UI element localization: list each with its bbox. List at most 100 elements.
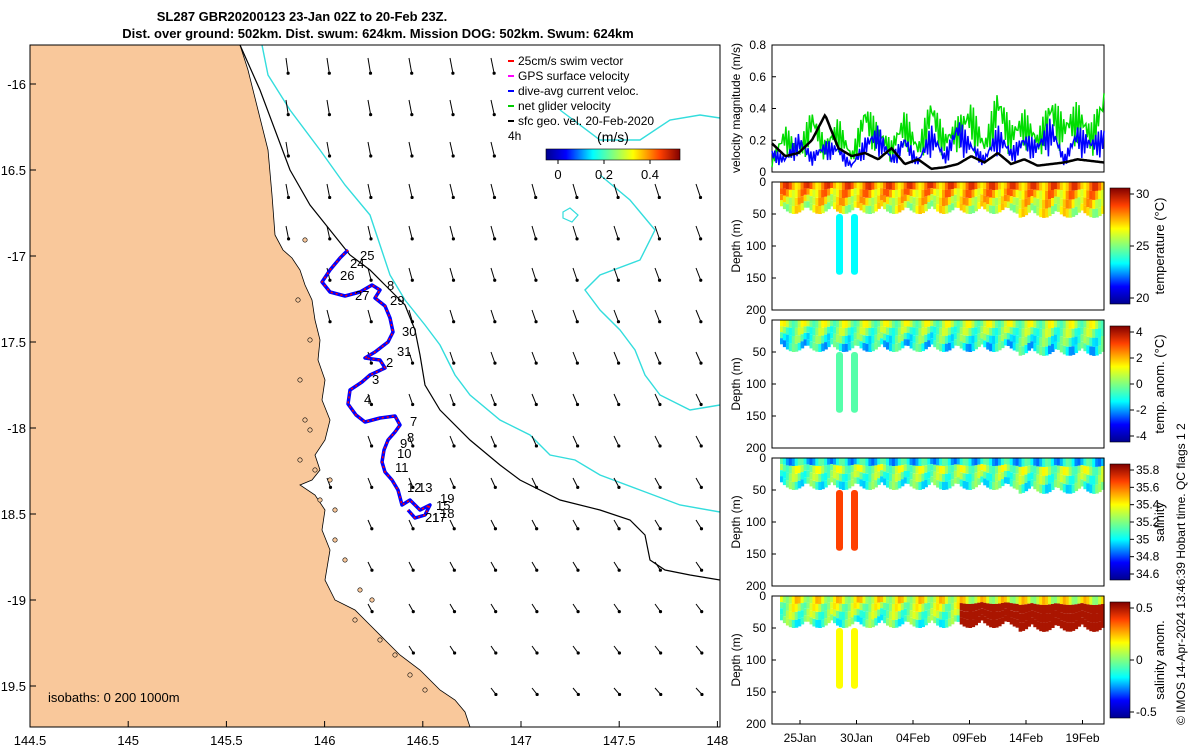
heatmap-cell bbox=[833, 609, 837, 617]
heatmap-cell bbox=[894, 182, 899, 190]
colorbar-tick-label: 34.6 bbox=[1136, 567, 1160, 581]
heatmap-cell bbox=[965, 465, 970, 474]
heatmap-cell bbox=[942, 474, 946, 482]
heatmap-cell bbox=[983, 458, 987, 465]
heatmap-cell bbox=[1053, 480, 1058, 488]
geo-arrow bbox=[572, 351, 578, 364]
heatmap-cell bbox=[841, 596, 846, 604]
colorbar-tick-label: 30 bbox=[1136, 187, 1150, 201]
vel-ytick-label: 0.8 bbox=[749, 38, 766, 52]
heatmap-cell bbox=[1086, 604, 1090, 613]
geo-arrow bbox=[654, 519, 661, 530]
heatmap-cell bbox=[930, 458, 934, 465]
heatmap-cell bbox=[900, 189, 905, 197]
heatmap-cell bbox=[980, 602, 984, 609]
heatmap-cell bbox=[836, 480, 840, 488]
heatmap-cell bbox=[924, 189, 928, 197]
lat-tick-label: 17.5 bbox=[1, 335, 26, 350]
heatmap-cell bbox=[1071, 182, 1076, 191]
day-label: 7 bbox=[410, 414, 417, 429]
heatmap-cell bbox=[909, 327, 914, 335]
island bbox=[297, 457, 303, 463]
heatmap-cell bbox=[780, 326, 784, 333]
heatmap-cell bbox=[977, 202, 981, 209]
heatmap-cell bbox=[883, 616, 887, 624]
heatmap-cell bbox=[903, 602, 908, 609]
colorbar-tick-label: 0 bbox=[554, 167, 561, 182]
heatmap-cell bbox=[1080, 617, 1084, 625]
heatmap-cell bbox=[897, 611, 902, 619]
heatmap-cell bbox=[915, 465, 920, 474]
heatmap-cell bbox=[818, 206, 822, 214]
heatmap-cell bbox=[918, 620, 922, 628]
day-label: 29 bbox=[390, 293, 404, 308]
heatmap-cell bbox=[824, 196, 828, 205]
heatmap-cell bbox=[1059, 458, 1064, 467]
heatmap-cell bbox=[780, 470, 784, 477]
heatmap-cell bbox=[886, 189, 890, 197]
heatmap-cell bbox=[903, 458, 908, 465]
island bbox=[327, 477, 333, 483]
heatmap-cell bbox=[921, 473, 925, 482]
heatmap-cell bbox=[806, 596, 811, 603]
geo-arrow-head bbox=[452, 320, 456, 324]
heatmap-cell bbox=[956, 201, 961, 208]
heatmap-cell bbox=[850, 596, 855, 604]
geo-arrow bbox=[408, 57, 413, 74]
heatmap-cell bbox=[803, 320, 808, 327]
heatmap-cell bbox=[815, 327, 819, 336]
heatmap-cell bbox=[827, 333, 831, 341]
heatmap-cell bbox=[956, 471, 961, 478]
heatmap-cell bbox=[930, 596, 934, 603]
heatmap-cell bbox=[868, 466, 872, 474]
geo-arrow-head bbox=[493, 320, 497, 324]
heatmap-cell bbox=[1086, 190, 1090, 199]
heatmap-cell bbox=[968, 198, 973, 206]
heatmap-cell bbox=[838, 343, 843, 352]
heatmap-cell bbox=[1033, 619, 1037, 628]
heatmap-cell bbox=[844, 481, 849, 490]
heatmap-cell bbox=[838, 603, 843, 612]
heatmap-cell bbox=[788, 611, 793, 620]
heatmap-cell bbox=[868, 604, 872, 612]
heatmap-cell bbox=[927, 464, 931, 472]
heatmap-cell bbox=[800, 189, 805, 197]
heatmap-cell bbox=[1036, 207, 1040, 216]
geo-arrow-head bbox=[534, 485, 539, 489]
heatmap-cell bbox=[800, 472, 805, 480]
island bbox=[352, 617, 358, 623]
heatmap-cell bbox=[998, 204, 1002, 213]
heatmap-cell bbox=[815, 335, 819, 344]
heatmap-cell bbox=[850, 327, 855, 335]
heatmap-cell bbox=[974, 465, 978, 473]
time-xtick-label: 30Jan bbox=[840, 731, 873, 745]
geo-arrow-head bbox=[370, 610, 374, 614]
geo-arrow-head bbox=[575, 402, 580, 407]
geo-arrow bbox=[490, 225, 496, 239]
heatmap-cell bbox=[927, 478, 931, 485]
heatmap-cell bbox=[815, 465, 819, 474]
heatmap-cell bbox=[983, 616, 987, 624]
heatmap-cell bbox=[986, 465, 990, 473]
heatmap-cell bbox=[1012, 320, 1017, 328]
heatmap-cell bbox=[1033, 189, 1037, 198]
heatmap-cell bbox=[780, 338, 784, 345]
heatmap-cell bbox=[871, 327, 875, 336]
heatmap-cell bbox=[1056, 327, 1061, 335]
heatmap-cell bbox=[1071, 622, 1076, 631]
geo-arrow-head bbox=[576, 692, 580, 697]
heatmap-cell bbox=[1027, 603, 1031, 612]
heatmap-cell bbox=[983, 195, 987, 203]
heatmap-cell bbox=[1051, 604, 1055, 612]
geo-arrow-head bbox=[698, 195, 703, 200]
vel-ytick-label: 0.2 bbox=[749, 133, 766, 147]
heatmap-cell bbox=[797, 342, 802, 351]
heatmap-cell bbox=[827, 320, 831, 327]
heatmap-cell bbox=[950, 341, 955, 349]
island bbox=[317, 497, 323, 503]
heatmap-cell bbox=[1012, 473, 1017, 481]
heatmap-cell bbox=[1083, 182, 1087, 190]
heatmap-cell bbox=[989, 458, 993, 466]
heatmap-cell bbox=[883, 320, 887, 327]
